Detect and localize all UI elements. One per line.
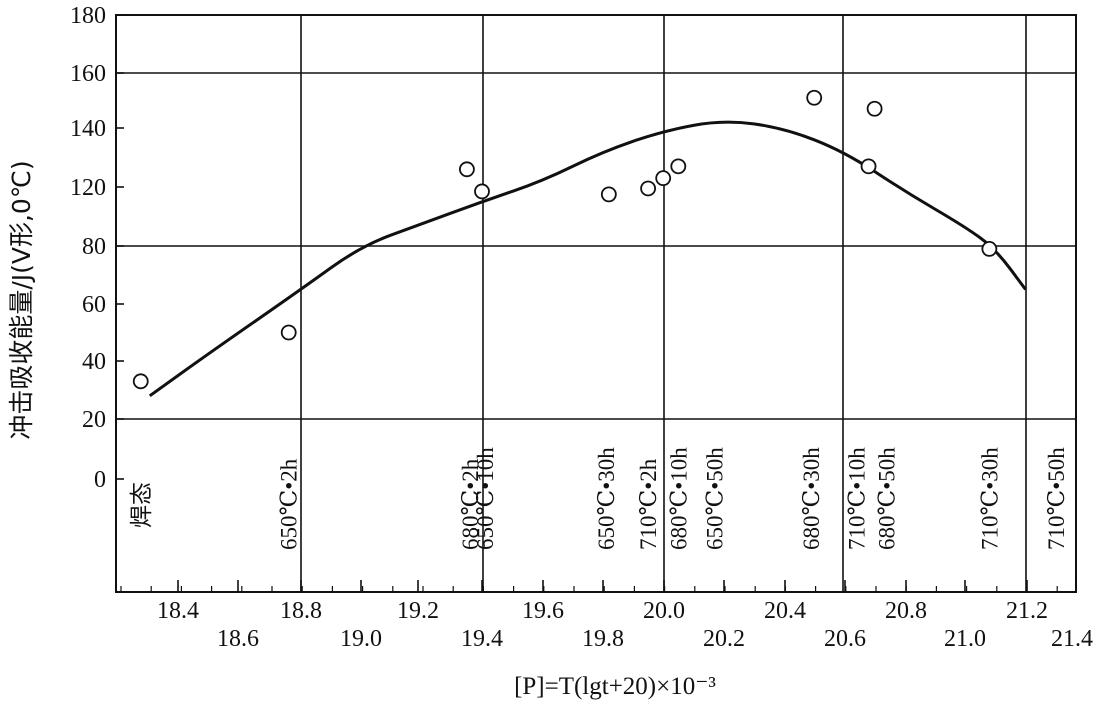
data-point-3: [474, 183, 490, 200]
x-tick-label-19.2: 19.2: [397, 598, 439, 624]
condition-label-5: 710℃•2h: [636, 458, 661, 550]
y-axis-ticks: 0 20 40 60 80 120 140 160 180: [70, 3, 124, 493]
data-point-7: [670, 158, 687, 175]
condition-label-7: 650℃•50h: [703, 447, 728, 550]
condition-label-10: 680℃•50h: [875, 447, 900, 550]
data-point-0: [132, 373, 149, 390]
data-point-11: [981, 240, 998, 257]
condition-label-0: 焊态: [129, 482, 154, 528]
x-tick-label-19.4: 19.4: [461, 626, 503, 652]
x-tick-label-18.4: 18.4: [157, 598, 199, 624]
y-tick-label-180: 180: [70, 3, 106, 29]
data-point-9: [860, 158, 877, 175]
y-tick-label-60: 60: [82, 292, 106, 318]
condition-label-6: 680℃•10h: [666, 447, 691, 550]
x-axis-label-text: [P]=T(lgt+20)×10⁻³: [514, 673, 716, 700]
data-point-4: [600, 186, 617, 203]
x-tick-label-19.6: 19.6: [522, 598, 564, 624]
y-tick-label-20: 20: [82, 407, 106, 433]
y-tick-label-140: 140: [70, 116, 106, 142]
data-point-6: [655, 170, 672, 187]
y-tick-label-80: 80: [82, 234, 106, 260]
x-tick-label-20.2: 20.2: [703, 626, 745, 652]
condition-label-8: 680℃•30h: [799, 447, 824, 550]
condition-label-1: 650℃•2h: [277, 458, 302, 550]
x-tick-label-18.8: 18.8: [280, 598, 322, 624]
x-axis-label: [P]=T(lgt+20)×10⁻³: [514, 673, 716, 700]
x-tick-label-20.6: 20.6: [824, 626, 866, 652]
data-points: [132, 89, 998, 390]
condition-label-11: 710℃•30h: [977, 447, 1002, 550]
x-tick-label-21.4: 21.4: [1051, 626, 1093, 652]
condition-label-9: 710℃•10h: [844, 447, 869, 550]
fit-curve: [148, 120, 1027, 398]
data-point-2: [458, 161, 475, 178]
x-tick-label-21.2: 21.2: [1006, 598, 1048, 624]
x-tick-label-20.8: 20.8: [885, 598, 927, 624]
y-tick-label-40: 40: [82, 349, 106, 375]
data-point-5: [640, 180, 656, 197]
x-axis-ticks: 18.4 18.8 19.2 19.6 20.0 20.4 20.8 21.2 18.6 19.0…: [120, 580, 1093, 652]
fit-curve-line: [148, 120, 1027, 398]
y-tick-label-160: 160: [70, 61, 106, 87]
condition-label-12: 710℃•50h: [1044, 447, 1069, 550]
condition-label-2: 680℃•2h: [458, 458, 483, 550]
condition-label-3: 650℃•10h: [473, 447, 498, 550]
x-tick-label-20.0: 20.0: [643, 598, 685, 624]
data-point-1: [280, 324, 297, 341]
data-point-8: [806, 89, 823, 106]
grid-lines: [116, 15, 1076, 592]
y-tick-label-120: 120: [70, 175, 106, 201]
x-tick-label-20.4: 20.4: [764, 598, 806, 624]
x-tick-label-18.6: 18.6: [217, 626, 259, 652]
condition-label-4: 650℃•30h: [594, 447, 619, 550]
x-tick-label-19.8: 19.8: [582, 626, 624, 652]
data-point-10: [866, 100, 883, 117]
x-tick-label-21.0: 21.0: [944, 626, 986, 652]
x-tick-label-19.0: 19.0: [340, 626, 382, 652]
y-tick-label-0: 0: [94, 467, 106, 493]
y-axis-label: 冲击吸收能量/J(V形,0℃): [7, 160, 36, 439]
